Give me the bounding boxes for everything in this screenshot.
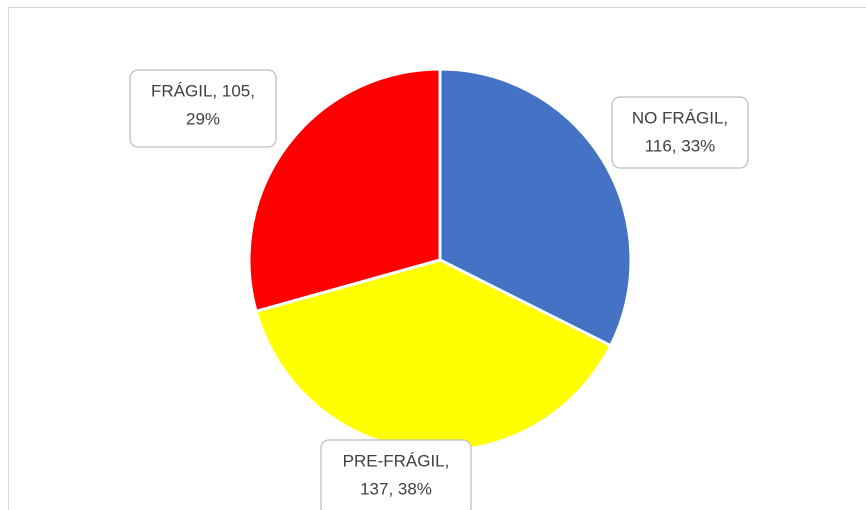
label-box	[129, 69, 277, 148]
label-box	[320, 439, 472, 510]
data-label-line: FRÁGIL, 105,	[151, 81, 255, 100]
pie-slice	[247, 67, 442, 314]
data-label-line: 116, 33%	[645, 136, 716, 155]
data-label: PRE-FRÁGIL, 137, 38%	[320, 439, 472, 510]
data-label: FRÁGIL, 105, 29%	[129, 69, 277, 148]
pie-slice	[438, 67, 633, 348]
label-box	[611, 96, 749, 169]
data-label-line: 137, 38%	[360, 479, 432, 498]
data-label-line: 29%	[186, 109, 220, 128]
data-label-line: NO FRÁGIL,	[632, 108, 728, 127]
data-label: NO FRÁGIL, 116, 33%	[611, 96, 749, 169]
data-label-line: PRE-FRÁGIL,	[343, 451, 450, 470]
